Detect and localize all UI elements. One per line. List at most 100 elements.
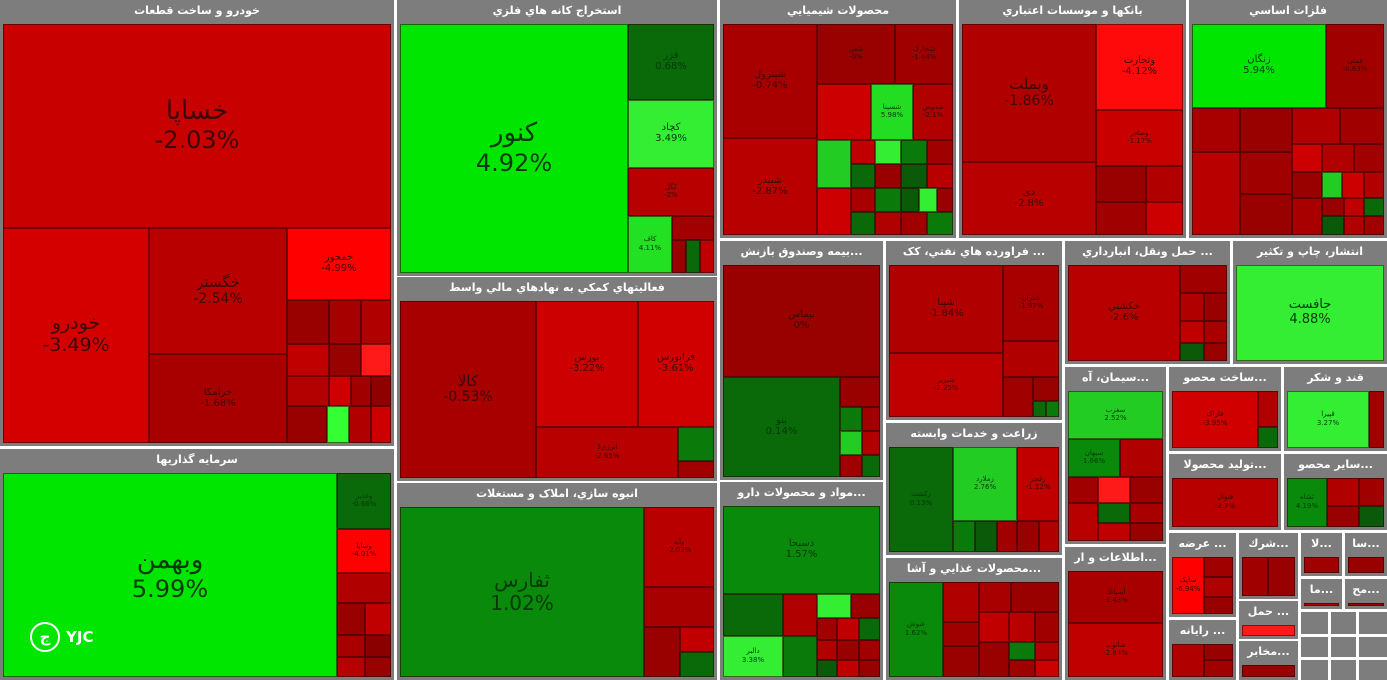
stock-tile[interactable] bbox=[943, 646, 979, 677]
stock-tile[interactable] bbox=[1172, 644, 1204, 677]
stock-tile[interactable] bbox=[678, 427, 714, 461]
stock-tile[interactable] bbox=[329, 344, 361, 376]
stock-tile[interactable]: خرامكا -1.68% bbox=[149, 354, 287, 443]
stock-tile[interactable]: وصادر -1.17% bbox=[1096, 110, 1183, 166]
stock-tile[interactable] bbox=[723, 594, 783, 636]
stock-tile[interactable] bbox=[337, 573, 391, 603]
stock-tile[interactable] bbox=[329, 376, 351, 406]
stock-tile[interactable]: وآيد -2.03% bbox=[644, 507, 714, 587]
stock-tile[interactable] bbox=[851, 594, 880, 618]
sector-s4[interactable]: ...مح bbox=[1345, 579, 1387, 609]
stock-tile[interactable] bbox=[1242, 665, 1295, 677]
stock-tile[interactable] bbox=[680, 627, 714, 652]
stock-tile[interactable]: کالا -0.53% bbox=[400, 301, 536, 478]
stock-tile[interactable] bbox=[927, 212, 953, 235]
stock-tile[interactable] bbox=[840, 431, 862, 455]
stock-tile[interactable] bbox=[365, 603, 391, 635]
stock-tile[interactable]: خمحور -4.99% bbox=[287, 228, 391, 300]
stock-tile[interactable] bbox=[1035, 660, 1059, 677]
stock-tile[interactable] bbox=[1344, 216, 1364, 235]
stock-tile[interactable]: بیماس 0% bbox=[723, 265, 880, 377]
stock-tile[interactable] bbox=[1035, 642, 1059, 660]
stock-tile[interactable] bbox=[783, 636, 817, 677]
stock-tile[interactable] bbox=[1348, 557, 1384, 573]
stock-tile[interactable] bbox=[1322, 172, 1342, 198]
stock-tile[interactable]: خگستر -2.54% bbox=[149, 228, 287, 354]
stock-tile[interactable] bbox=[817, 594, 851, 618]
stock-tile[interactable]: بنو 0.14% bbox=[723, 377, 840, 477]
stock-tile[interactable] bbox=[1292, 144, 1322, 172]
stock-tile[interactable] bbox=[672, 240, 686, 273]
stock-tile[interactable] bbox=[1180, 293, 1204, 321]
stock-tile[interactable] bbox=[1204, 597, 1233, 614]
stock-tile[interactable]: آسياتك -1.43% bbox=[1068, 571, 1163, 623]
stock-tile[interactable] bbox=[1068, 477, 1098, 503]
stock-tile[interactable] bbox=[851, 164, 875, 188]
stock-tile[interactable] bbox=[1192, 108, 1240, 152]
stock-tile[interactable] bbox=[1146, 202, 1183, 235]
stock-tile[interactable] bbox=[1017, 521, 1039, 552]
stock-tile[interactable] bbox=[851, 140, 875, 164]
stock-tile[interactable] bbox=[337, 603, 365, 635]
sector-transport[interactable]: ... حمل ونقل، انبارداري حکشتي -2.6% bbox=[1065, 241, 1230, 364]
stock-tile[interactable]: شسينا 5.98% bbox=[871, 84, 913, 140]
stock-tile[interactable] bbox=[1120, 439, 1163, 477]
stock-tile[interactable] bbox=[953, 521, 975, 552]
stock-tile[interactable]: دی -2.8% bbox=[962, 162, 1096, 235]
stock-tile[interactable] bbox=[1359, 506, 1384, 527]
stock-tile[interactable] bbox=[1130, 503, 1163, 523]
stock-tile[interactable] bbox=[337, 657, 365, 677]
stock-tile[interactable] bbox=[1204, 644, 1233, 660]
stock-tile[interactable] bbox=[875, 188, 901, 212]
stock-tile[interactable] bbox=[1292, 108, 1340, 144]
stock-tile[interactable]: ساپک -6.94% bbox=[1172, 557, 1204, 614]
stock-tile[interactable]: ثشاه 4.19% bbox=[1287, 478, 1327, 527]
stock-tile[interactable]: سغرب 2.52% bbox=[1068, 391, 1163, 439]
sector-s2[interactable]: ...سا bbox=[1345, 533, 1387, 576]
stock-tile[interactable] bbox=[1258, 427, 1278, 448]
stock-tile[interactable] bbox=[1096, 166, 1146, 202]
stock-tile[interactable] bbox=[371, 376, 391, 406]
stock-tile[interactable] bbox=[680, 652, 714, 677]
stock-tile[interactable] bbox=[1039, 521, 1059, 552]
stock-tile[interactable]: زنگان 5.94% bbox=[1192, 24, 1326, 108]
stock-tile[interactable]: خساپا -2.03% bbox=[3, 24, 391, 228]
stock-tile[interactable] bbox=[1009, 612, 1035, 642]
sector-metals[interactable]: فلزات اساسي زنگان 5.94% فملی -0.63% bbox=[1189, 0, 1387, 238]
stock-tile[interactable] bbox=[329, 300, 361, 344]
stock-tile[interactable] bbox=[371, 406, 391, 443]
stock-tile[interactable] bbox=[1364, 172, 1384, 198]
stock-tile[interactable] bbox=[817, 84, 871, 140]
stock-tile[interactable]: شخارک -1.44% bbox=[895, 24, 953, 84]
sector-construction[interactable]: ...ساخت محصو فاراک -3.95% bbox=[1169, 367, 1281, 451]
stock-tile[interactable] bbox=[1180, 321, 1204, 343]
stock-tile[interactable] bbox=[365, 657, 391, 677]
stock-tile[interactable]: حکشتي -2.6% bbox=[1068, 265, 1180, 361]
stock-tile[interactable]: کاف 4.11% bbox=[628, 216, 672, 273]
sector-agri[interactable]: زراعت و خدمات وابسته زکشت 0.13% زملارد 2… bbox=[886, 423, 1062, 555]
stock-tile[interactable] bbox=[875, 212, 901, 235]
stock-tile[interactable] bbox=[817, 660, 837, 677]
stock-tile[interactable] bbox=[1359, 478, 1384, 506]
stock-tile[interactable] bbox=[1340, 108, 1384, 144]
stock-tile[interactable] bbox=[975, 521, 997, 552]
stock-tile[interactable] bbox=[1009, 642, 1035, 660]
stock-tile[interactable] bbox=[1011, 582, 1059, 612]
stock-tile[interactable]: وغدير -0.66% bbox=[337, 473, 391, 529]
stock-tile[interactable] bbox=[1046, 401, 1059, 417]
stock-tile[interactable]: وساپا -4.01% bbox=[337, 529, 391, 573]
stock-tile[interactable] bbox=[1322, 198, 1344, 216]
stock-tile[interactable]: جافست 4.88% bbox=[1236, 265, 1384, 361]
stock-tile[interactable] bbox=[859, 640, 880, 660]
stock-tile[interactable] bbox=[1068, 503, 1098, 541]
stock-tile[interactable] bbox=[943, 582, 979, 622]
stock-tile[interactable] bbox=[837, 618, 859, 640]
stock-tile[interactable] bbox=[1033, 377, 1059, 401]
stock-tile[interactable] bbox=[327, 406, 349, 443]
stock-tile[interactable]: فاراک -3.95% bbox=[1172, 391, 1258, 448]
stock-tile[interactable] bbox=[678, 461, 714, 478]
stock-tile[interactable]: غنوش 1.62% bbox=[889, 582, 943, 677]
stock-tile[interactable] bbox=[817, 618, 837, 640]
stock-tile[interactable] bbox=[1322, 216, 1344, 235]
stock-tile[interactable] bbox=[1204, 343, 1227, 361]
